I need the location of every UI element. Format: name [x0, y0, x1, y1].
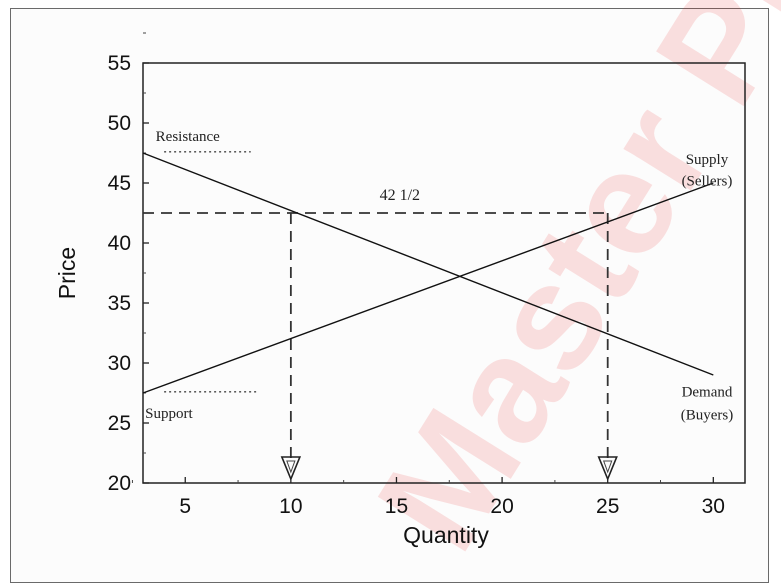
- resistance-label: Resistance: [156, 129, 220, 145]
- y-tick-label: 55: [108, 52, 131, 75]
- y-tick-label: 50: [108, 112, 131, 135]
- demand-line: [142, 152, 714, 376]
- supply-label: Supply: [686, 152, 729, 168]
- quantity-marker-arrow: [597, 456, 618, 482]
- y-tick-label: 25: [108, 412, 131, 435]
- x-tick-label: 30: [702, 495, 725, 518]
- watermark: Master PL: [345, 0, 781, 577]
- x-tick-label: 15: [385, 495, 408, 518]
- price-level-label: 42 1/2: [380, 187, 420, 204]
- y-axis-title: Price: [54, 247, 80, 299]
- y-tick-label: 20: [108, 472, 131, 495]
- y-tick-label: 40: [108, 232, 131, 255]
- x-tick-label: 20: [490, 495, 513, 518]
- supply-sublabel: (Sellers): [682, 173, 733, 189]
- x-tick-label: 5: [179, 495, 191, 518]
- demand-label: Demand: [682, 385, 733, 401]
- watermark-text: Master PL: [345, 0, 781, 577]
- quantity-marker-inner: [602, 460, 613, 474]
- y-tick-label: 45: [108, 172, 131, 195]
- quantity-marker-arrow: [280, 456, 302, 482]
- y-tick-label: 30: [108, 352, 131, 375]
- demand-sublabel: (Buyers): [681, 407, 734, 423]
- support-label: Support: [145, 406, 193, 422]
- x-tick-label: 25: [596, 495, 619, 518]
- x-axis-title: Quantity: [403, 522, 489, 548]
- y-tick-label: 35: [108, 292, 131, 315]
- quantity-marker-inner: [286, 460, 296, 474]
- x-tick-label: 10: [279, 495, 302, 518]
- supply-line: [142, 182, 714, 394]
- chart-frame: [10, 8, 769, 583]
